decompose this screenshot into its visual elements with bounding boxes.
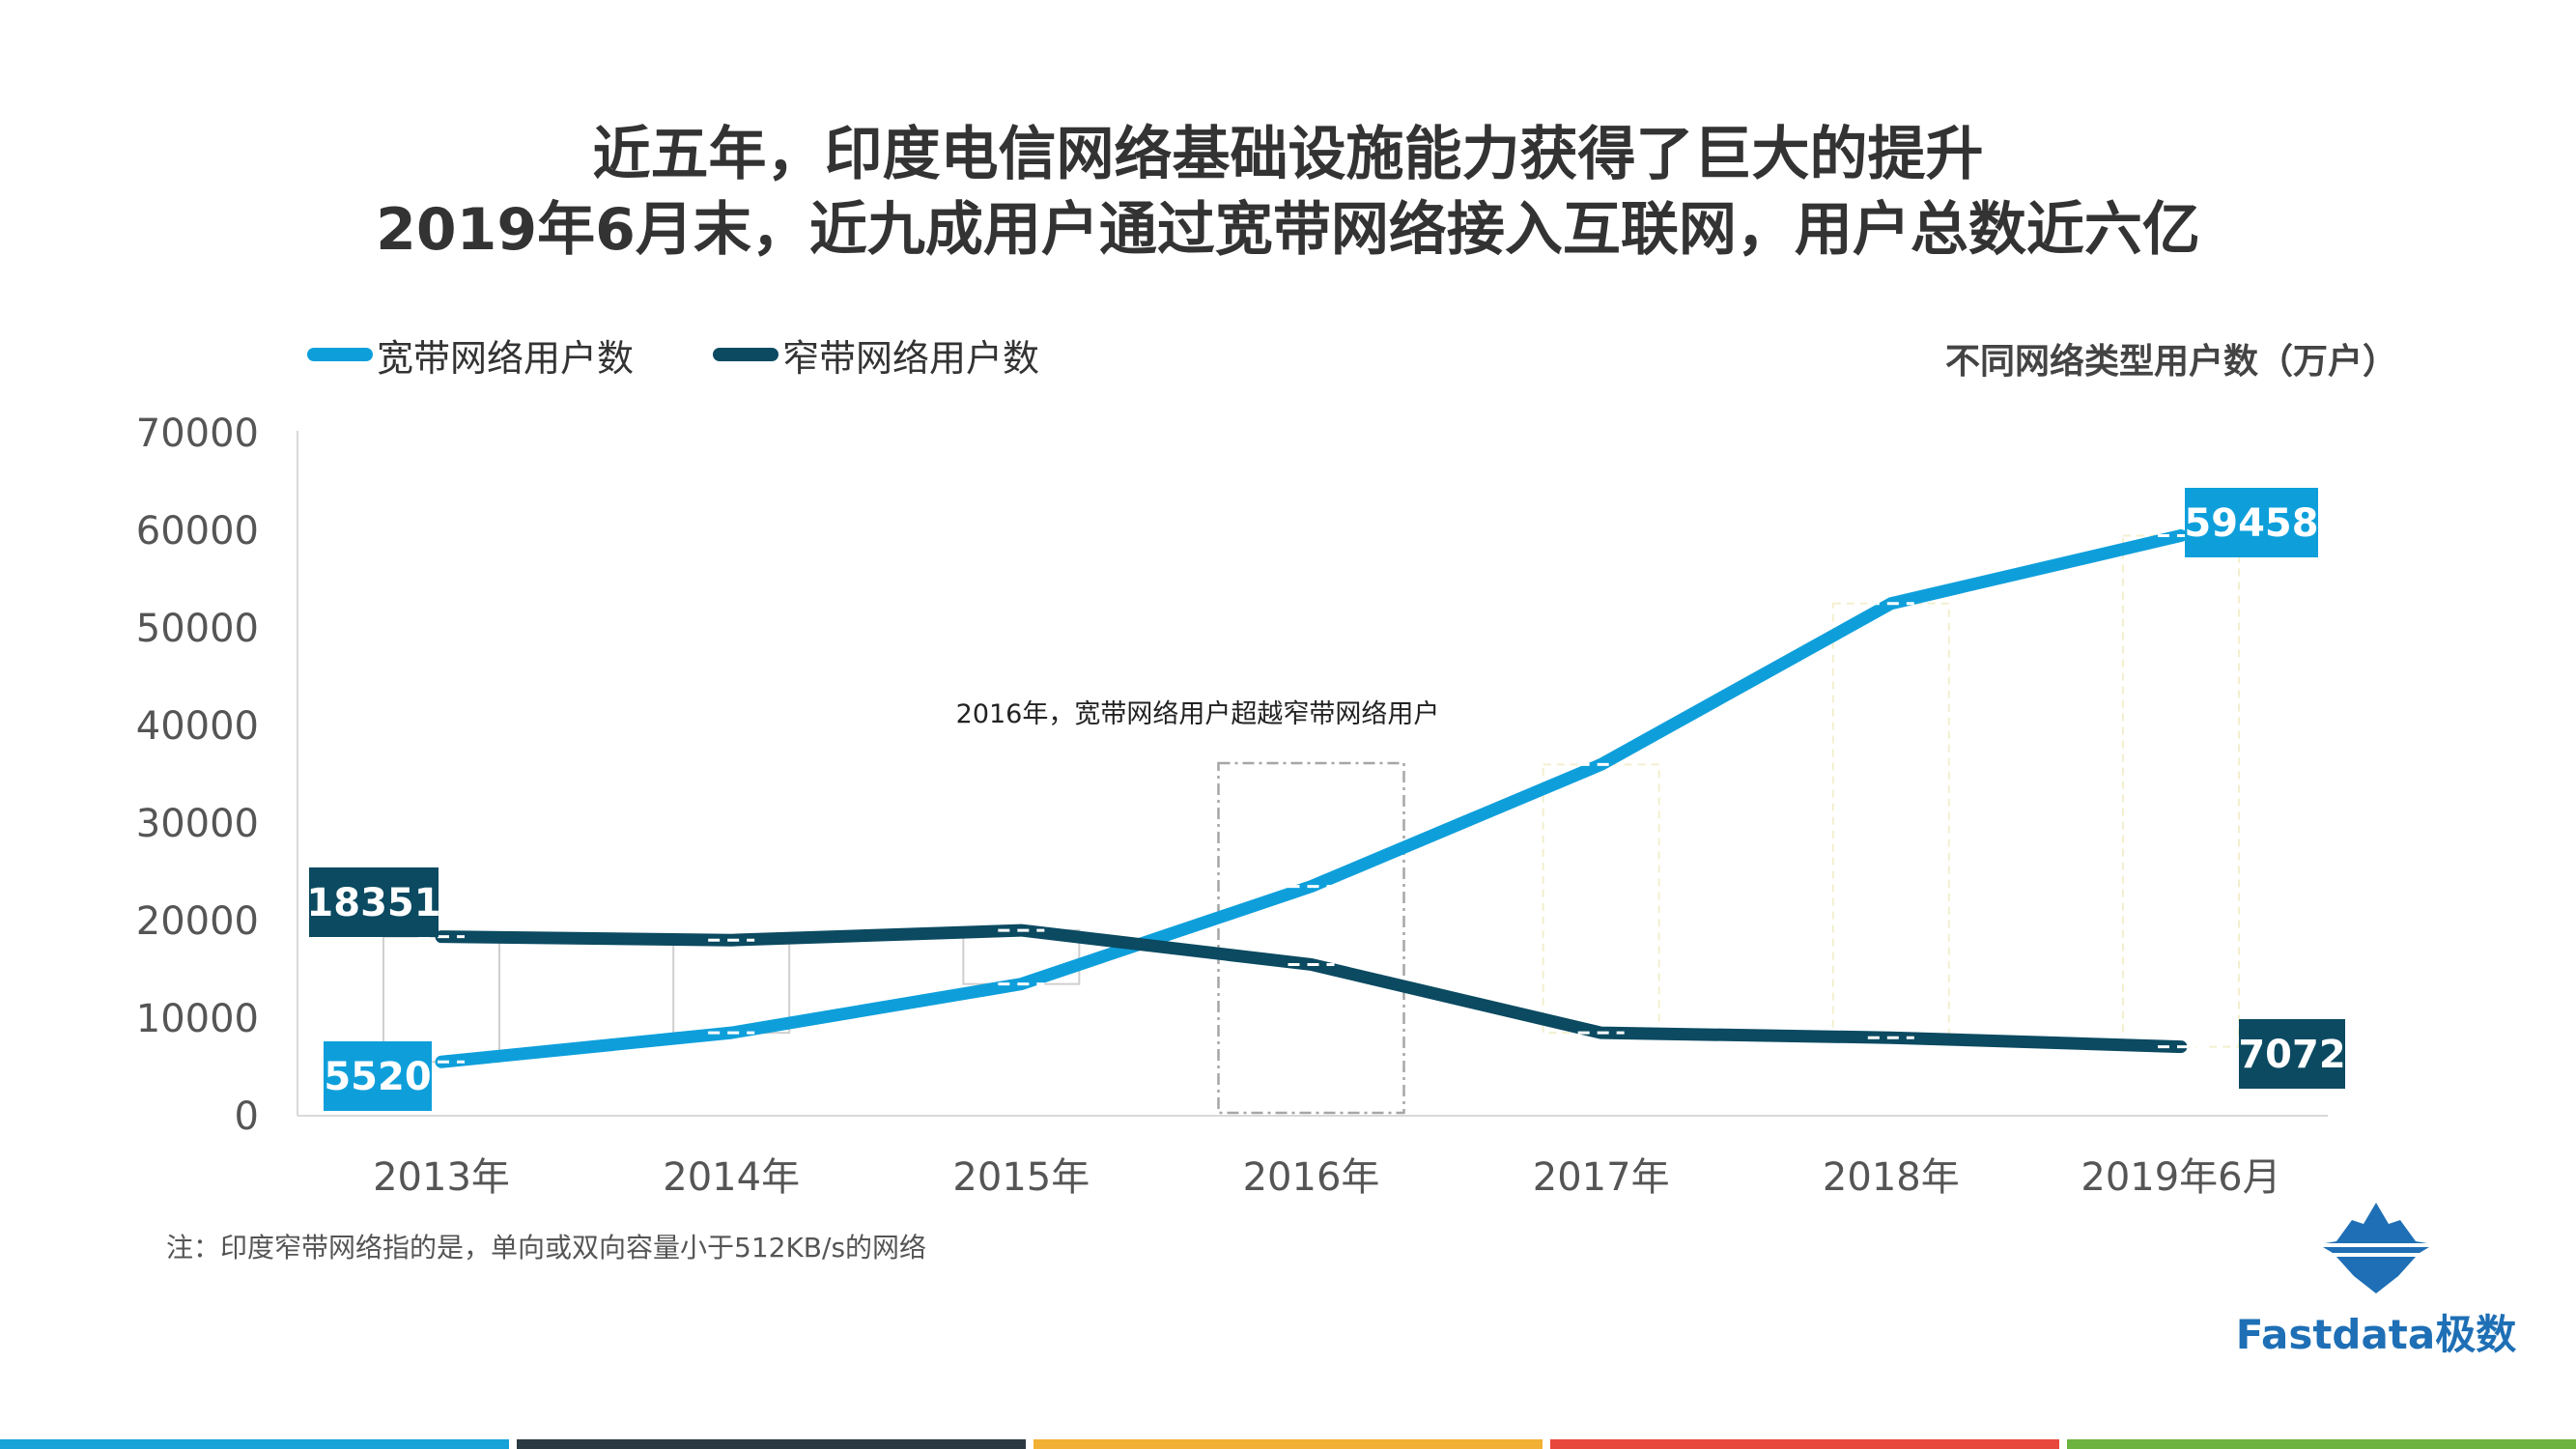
y-tick-label: 40000 bbox=[136, 704, 259, 749]
bottom-color-segment bbox=[1033, 1439, 1543, 1449]
legend-swatch-broadband bbox=[307, 348, 373, 361]
footnote: 注：印度窄带网络指的是，单向或双向容量小于512KB/s的网络 bbox=[166, 1232, 927, 1264]
chart-title-line2: 2019年6月末，近九成用户通过宽带网络接入互联网，用户总数近六亿 bbox=[376, 196, 2200, 264]
x-tick-label: 2014年 bbox=[663, 1155, 800, 1200]
annotation-text: 2016年，宽带网络用户超越窄带网络用户 bbox=[956, 699, 1440, 729]
annotation-box bbox=[1217, 761, 1405, 1115]
bottom-color-segment bbox=[2067, 1439, 2576, 1449]
y-tick-label: 60000 bbox=[136, 509, 259, 554]
x-tick-label: 2019年6月 bbox=[2081, 1155, 2280, 1200]
narrowband-data-label-box bbox=[309, 867, 439, 937]
x-tick-label: 2016年 bbox=[1243, 1155, 1380, 1200]
category-guide-box bbox=[1542, 763, 1660, 1035]
y-tick-label: 70000 bbox=[136, 412, 259, 456]
legend-item-narrowband: 窄带网络用户数 bbox=[713, 330, 1040, 380]
legend-label-broadband: 宽带网络用户数 bbox=[377, 336, 635, 380]
broadband-data-label: 59458 bbox=[2184, 501, 2318, 546]
narrowband-data-label-box bbox=[2239, 1019, 2345, 1089]
x-tick-label: 2018年 bbox=[1823, 1155, 1960, 1200]
category-guide-box bbox=[672, 939, 791, 1035]
broadband-series-line bbox=[435, 528, 2188, 1068]
y-tick-label: 0 bbox=[235, 1094, 259, 1139]
y-tick-label: 10000 bbox=[136, 997, 259, 1041]
narrowband-series-line bbox=[435, 923, 2188, 1054]
bottom-color-bar bbox=[0, 1439, 2576, 1449]
y-tick-label: 50000 bbox=[136, 607, 259, 651]
category-guide-box bbox=[1831, 602, 1950, 1039]
x-tick-label: 2013年 bbox=[373, 1155, 510, 1200]
broadband-data-label: 5520 bbox=[324, 1055, 431, 1099]
y-tick-label: 20000 bbox=[136, 899, 259, 944]
x-tick-label: 2017年 bbox=[1533, 1155, 1670, 1200]
x-tick-label: 2015年 bbox=[952, 1155, 1090, 1200]
chart-title-line1: 近五年，印度电信网络基础设施能力获得了巨大的提升 bbox=[592, 121, 1984, 188]
legend-swatch-narrowband bbox=[713, 348, 778, 361]
unit-label: 不同网络类型用户数（万户） bbox=[1944, 342, 2397, 382]
legend-item-broadband: 宽带网络用户数 bbox=[307, 330, 635, 380]
narrowband-data-label: 18351 bbox=[306, 881, 440, 925]
y-tick-label: 30000 bbox=[136, 802, 259, 846]
bottom-color-segment bbox=[1550, 1439, 2059, 1449]
broadband-data-label-box bbox=[2185, 488, 2318, 557]
bottom-color-segment bbox=[517, 1439, 1026, 1449]
broadband-data-label-box bbox=[324, 1041, 432, 1111]
brand-logo: Fastdata极数 bbox=[2231, 1203, 2521, 1361]
iceberg-logo-icon bbox=[2323, 1203, 2429, 1293]
brand-text: Fastdata极数 bbox=[2235, 1311, 2517, 1358]
legend-label-narrowband: 窄带网络用户数 bbox=[782, 336, 1040, 380]
category-guide-box bbox=[2122, 534, 2240, 1048]
bottom-color-segment bbox=[0, 1439, 509, 1449]
narrowband-data-label: 7072 bbox=[2238, 1033, 2345, 1077]
